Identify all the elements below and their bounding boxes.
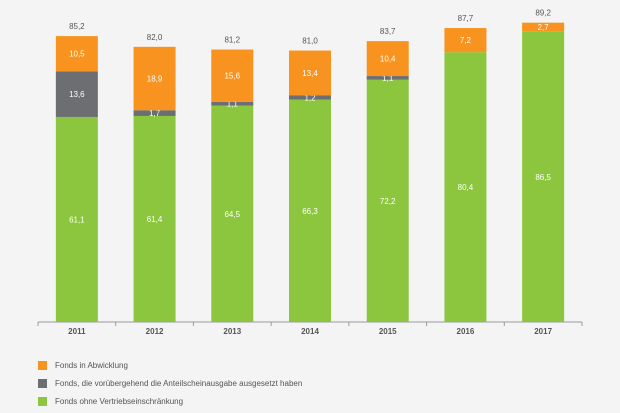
bar-segment [366,76,409,80]
bar-value-label: 13,6 [69,90,85,99]
bar-value-label: 13,4 [302,69,318,78]
bar-value-label: 86,5 [535,173,551,182]
bar-total-label: 83,7 [380,27,396,36]
bar-segment [211,49,254,102]
bar-value-label: 64,5 [224,210,240,219]
bar-value-label: 10,5 [69,50,85,59]
bar-value-label: 1,1 [382,74,394,83]
bar-value-label: 72,2 [380,197,396,206]
bar-total-label: 81,0 [302,37,318,46]
legend: Fonds in Abwicklung Fonds, die vorüberge… [38,356,302,410]
x-tick-label: 2013 [223,327,241,336]
bar-segment [55,116,98,322]
bar-value-label: 61,4 [147,215,163,224]
legend-item-abwicklung: Fonds in Abwicklung [38,356,302,374]
x-tick-label: 2014 [301,327,319,336]
bar-value-label: 66,3 [302,207,318,216]
bar-value-label: 1,7 [149,109,161,118]
bar-value-label: 1,1 [227,100,239,109]
bar-segment [133,46,176,111]
legend-swatch-green [38,396,47,406]
bar-total-label: 89,2 [535,9,551,18]
bar-segment [289,99,331,322]
bar-segment [444,28,487,53]
bar-total-label: 82,0 [147,33,163,42]
bar-total-label: 81,2 [224,36,240,45]
bar-segment [522,31,565,322]
bar-segment [289,95,331,100]
bar-value-label: 80,4 [458,183,474,192]
bar-segment [444,52,487,323]
bar-segment [366,41,409,77]
bar-segment [211,101,254,106]
x-tick-label: 2012 [146,327,164,336]
bar-segment [289,50,331,96]
bar-value-label: 7,2 [460,36,472,45]
legend-item-ausgesetzt: Fonds, die vorübergehend die Anteilschei… [38,374,302,392]
bar-segment [55,71,98,117]
x-tick-label: 2017 [534,327,552,336]
legend-label: Fonds, die vorübergehend die Anteilschei… [55,378,303,388]
bar-segment [211,105,254,322]
x-tick-label: 2016 [457,327,475,336]
legend-swatch-orange [38,360,47,370]
bar-segment [522,22,565,32]
bar-value-label: 2,7 [538,23,550,32]
x-tick-label: 2011 [68,327,86,336]
bar-segment [133,110,176,116]
bar-total-label: 87,7 [458,14,474,23]
legend-label: Fonds in Abwicklung [55,360,128,370]
legend-item-ohne-einschraenkung: Fonds ohne Vertriebseinschränkung [38,392,302,410]
legend-label: Fonds ohne Vertriebseinschränkung [55,396,184,406]
x-tick-label: 2015 [379,327,397,336]
bar-segment [133,115,176,322]
bar-value-label: 61,1 [69,215,85,224]
bar-total-label: 85,2 [69,22,85,31]
bar-value-label: 10,4 [380,55,396,64]
legend-swatch-gray [38,378,47,388]
bar-segment [366,79,409,323]
bar-segment [55,36,98,72]
bar-value-label: 15,6 [224,72,240,81]
bar-value-label: 1,2 [304,94,316,103]
bar-value-label: 18,9 [147,75,163,84]
